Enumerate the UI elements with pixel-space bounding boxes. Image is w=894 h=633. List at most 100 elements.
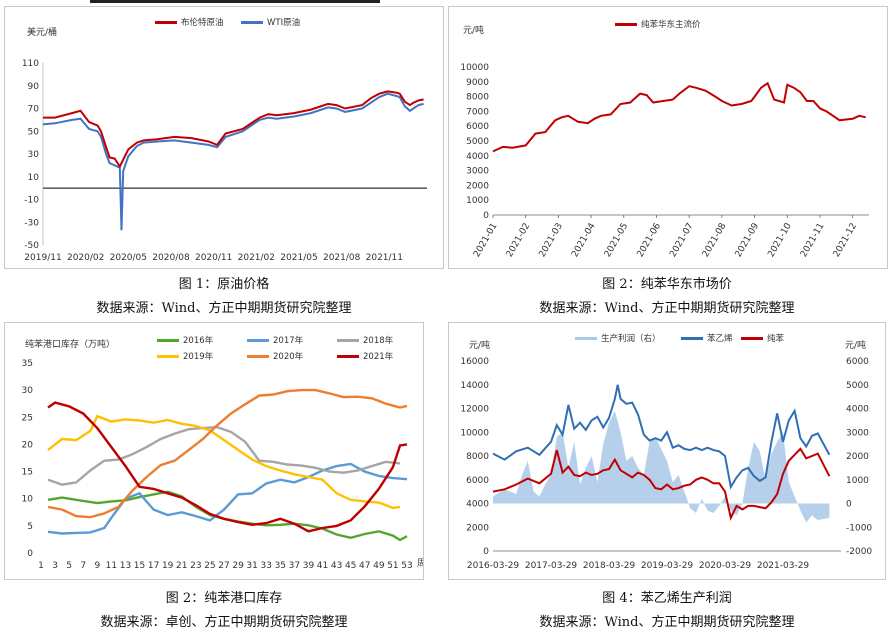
y-tick-label: 10 — [28, 173, 40, 183]
x-tick-label: 7 — [80, 561, 86, 571]
y-right-tick-label: 6000 — [846, 357, 869, 367]
legend-benzene-price-label: 纯苯华东主流价 — [641, 19, 701, 30]
x-tick-label: 2021/02 — [238, 253, 275, 263]
x-tick-label: 2020/05 — [110, 253, 147, 263]
chart-panel-oil: 美元/桶 -50 -30 -10 10 30 50 70 90 110 2019/11 2020/02… — [4, 6, 444, 269]
y-tick-label: 6000 — [466, 122, 489, 132]
y-tick-label: 90 — [28, 82, 40, 92]
y-tick-label: 35 — [22, 359, 33, 369]
y-tick-label: 1000 — [466, 196, 489, 206]
y-tick-label: 25 — [22, 413, 33, 423]
legend-brent-swatch — [155, 21, 177, 24]
y-tick-label: 2000 — [466, 181, 489, 191]
chart-panel-benzene-inventory: 纯苯港口库存（万吨） 0 5 10 15 20 25 30 35 1 3 5 7 9 11 13 15 17 19 2… — [4, 322, 424, 580]
legend-2017年-label: 2017年 — [273, 335, 304, 346]
y-left-tick-label: 16000 — [460, 357, 489, 367]
y-tick-label: 30 — [28, 150, 40, 160]
y-tick-label: 20 — [22, 440, 34, 450]
x-tick-label: 3 — [52, 561, 58, 571]
x-tick-label: 2021/05 — [280, 253, 317, 263]
y-tick-label: 50 — [28, 127, 40, 137]
x-tick-label: 35 — [275, 561, 286, 571]
clipped-heading-ink — [90, 0, 380, 3]
x-tick-label: 2021-12 — [832, 222, 859, 260]
legend-生产利润（右）-label: 生产利润（右） — [601, 333, 661, 344]
x-tick-label: 53 — [401, 561, 412, 571]
x-tick-label: 2021-01 — [472, 222, 499, 260]
y-right-tick-label: 3000 — [846, 428, 869, 438]
x-tick-label: 15 — [134, 561, 145, 571]
y-tick-label: 0 — [483, 211, 489, 221]
caption-fig1: 图 1：原油价格 — [178, 277, 270, 292]
x-tick-label: 2019/11 — [24, 253, 61, 263]
x-tick-label: 2019-03-29 — [641, 561, 694, 571]
legend-2019年-label: 2019年 — [183, 351, 214, 362]
chart-panel-styrene-profit: 元/吨 元/吨 0 2000 4000 6000 8000 10000 12000 14000 16… — [448, 322, 886, 580]
x-tick-label: 2021/11 — [366, 253, 403, 263]
x-tick-label: 2021-05 — [603, 222, 630, 260]
x-tick-label: 19 — [162, 561, 174, 571]
x-axis-unit: 周 — [417, 558, 423, 569]
legend-2021年-label: 2021年 — [363, 351, 394, 362]
x-tick-label: 2021/08 — [323, 253, 361, 263]
styrene-profit-chart: 元/吨 元/吨0200040006000800010000120001400016… — [460, 333, 872, 571]
x-tick-label: 13 — [120, 561, 131, 571]
y-right-tick-label: 1000 — [846, 476, 869, 486]
series-profit-area — [493, 410, 830, 523]
legend-纯苯-swatch — [741, 337, 763, 340]
x-tick-label: 29 — [232, 561, 244, 571]
x-tick-label: 2021-04 — [570, 221, 598, 259]
caption-fig2: 图 2：纯苯华东市场价 — [602, 277, 732, 292]
y-tick-label: 110 — [22, 59, 39, 69]
y-tick-label: -30 — [24, 218, 39, 228]
x-tick-label: 37 — [289, 561, 300, 571]
legend-2020年-swatch — [247, 355, 269, 358]
x-tick-label: 49 — [373, 561, 385, 571]
x-tick-label: 41 — [317, 561, 328, 571]
legend-2016年-swatch — [157, 339, 179, 342]
y-tick-label: 3000 — [466, 167, 489, 177]
legend-纯苯-label: 纯苯 — [767, 333, 785, 344]
legend-苯乙烯-label: 苯乙烯 — [707, 333, 733, 344]
x-tick-label: 17 — [148, 561, 159, 571]
x-tick-label: 2020/02 — [67, 253, 104, 263]
series-line-2021年 — [47, 401, 408, 533]
x-tick-label: 2021-08 — [701, 221, 729, 259]
y-axis-right-unit: 元/吨 — [845, 339, 866, 351]
series-wti-line — [42, 92, 424, 231]
legend-生产利润（右）-swatch — [575, 337, 597, 340]
legend-2021年-swatch — [337, 355, 359, 358]
legend-2018年-label: 2018年 — [363, 335, 394, 346]
legend-brent-label: 布伦特原油 — [181, 17, 224, 28]
y-tick-label: 8000 — [466, 93, 489, 103]
series-line-2018年 — [47, 425, 401, 486]
source-fig1: 数据来源：Wind、方正中期期货研究院整理 — [96, 301, 352, 316]
y-left-tick-label: 2000 — [466, 523, 489, 533]
x-tick-label: 2021-06 — [636, 221, 664, 259]
x-tick-label: 2021-09 — [734, 221, 762, 259]
x-tick-label: 2016-03-29 — [467, 561, 520, 571]
y-tick-label: 0 — [27, 549, 33, 559]
x-tick-label: 5 — [66, 561, 72, 571]
legend-wti-swatch — [241, 21, 263, 24]
legend-2020年-label: 2020年 — [273, 351, 304, 362]
y-tick-label: 10000 — [460, 63, 489, 73]
oil-price-chart: 美元/桶 -50 -30 -10 10 30 50 70 90 110 2019/11 2020/02… — [22, 17, 427, 263]
y-tick-label: 5000 — [466, 137, 489, 147]
legend-2019年-swatch — [157, 355, 179, 358]
source-fig2: 数据来源：Wind、方正中期期货研究院整理 — [539, 301, 795, 316]
series-line-2017年 — [47, 462, 408, 535]
x-tick-label: 31 — [246, 561, 257, 571]
x-tick-label: 2021-02 — [505, 222, 532, 260]
y-axis-unit: 元/吨 — [463, 24, 484, 36]
legend-wti-label: WTI原油 — [267, 17, 300, 28]
y-right-tick-label: 0 — [846, 500, 852, 510]
y-left-tick-label: 6000 — [466, 476, 489, 486]
legend-benzene-price-swatch — [615, 23, 637, 26]
y-left-tick-label: 12000 — [460, 405, 489, 415]
y-axis-unit: 美元/桶 — [27, 26, 57, 38]
series-line-苯乙烯 — [492, 384, 831, 490]
caption-fig3: 图 2：纯苯港口库存 — [165, 591, 283, 606]
series-line-纯苯 — [492, 447, 831, 521]
